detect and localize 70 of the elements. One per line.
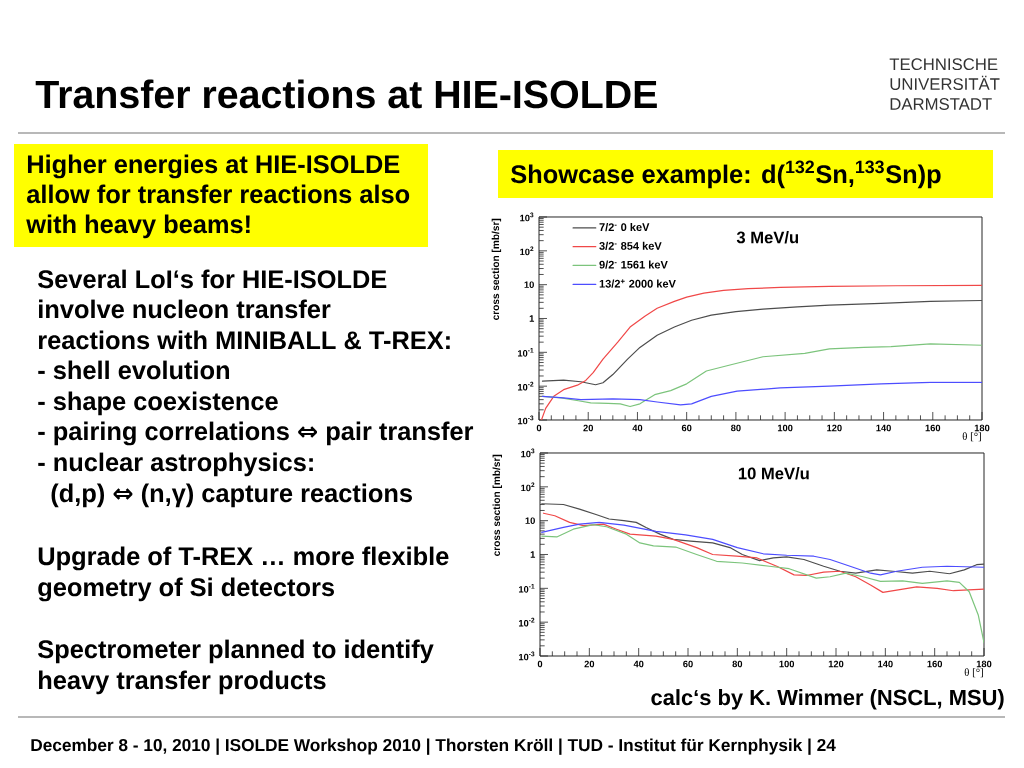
x-axis-title: θ [°] xyxy=(964,668,983,678)
x-tick-label: 180 xyxy=(976,660,992,668)
x-tick-label: 20 xyxy=(583,424,594,432)
y-tick-label: 10$^{3}$ xyxy=(521,448,535,458)
text: heavy transfer products xyxy=(39,670,326,695)
annotation: 10 MeV/u xyxy=(738,467,809,480)
annotation: 3 MeV/u xyxy=(736,231,799,244)
x-tick-label: 100 xyxy=(777,424,793,432)
x-tick-label: 60 xyxy=(681,424,692,432)
x-tick-label: 140 xyxy=(878,660,893,668)
text: - shell evolution xyxy=(38,360,230,380)
text: reactions with MINIBALL & T-REX: xyxy=(38,330,450,350)
x-tick-label: 160 xyxy=(927,660,943,668)
x-tick-label: 120 xyxy=(828,660,844,668)
x-tick-label: 40 xyxy=(633,660,644,668)
text: (d,p) ⇔ (n,γ) capture reactions xyxy=(51,483,412,508)
legend-label: 3/2$^{-}$ 854 keV xyxy=(599,241,662,250)
y-tick-label: 10$^{-2}$ xyxy=(518,617,535,627)
text: with heavy beams! xyxy=(26,214,250,239)
text: Transfer reactions at HIE-ISOLDE xyxy=(35,79,657,109)
text: - nuclear astrophysics: xyxy=(38,452,313,477)
y-tick-label: 10$^{-3}$ xyxy=(518,651,535,661)
y-tick-label: 10$^{-2}$ xyxy=(517,381,534,391)
y-tick-label: 10 xyxy=(525,517,535,524)
legend-label: 13/2$^{+}$ 2000 keV xyxy=(599,279,676,288)
text: - pairing correlations ⇔ pair transfer xyxy=(38,421,474,446)
text: December 8 - 10, 2010 | ISOLDE Workshop 2010 | Thorsten Kröll | TUD - Institut für Kernphysik | 24 xyxy=(31,738,836,755)
y-tick-label: 10$^{-1}$ xyxy=(517,348,534,357)
y-tick-label: 10$^{2}$ xyxy=(521,482,535,492)
x-tick-label: 20 xyxy=(584,660,595,668)
line-series xyxy=(541,503,985,575)
text: TECHNISCHE UNIVERSITÄT DARMSTADT xyxy=(889,58,1000,110)
line-series xyxy=(541,299,983,386)
legend-label: 7/2$^{-}$ 0 keV xyxy=(599,222,650,232)
y-axis-title: cross section [mb/sr] xyxy=(492,454,503,556)
line-series xyxy=(541,524,985,644)
text: Spectrometer planned to identify xyxy=(38,639,434,664)
y-tick-label: 10$^{-1}$ xyxy=(518,584,535,593)
text: calc‘s by K. Wimmer (NSCL, MSU) xyxy=(651,689,1004,710)
text: allow for transfer reactions also xyxy=(27,184,410,204)
y-tick-label: 10 xyxy=(524,281,534,288)
text: - shape coexistence xyxy=(38,391,278,416)
x-tick-label: 0 xyxy=(537,660,543,668)
text: Several LoI‘s for HIE-ISOLDE xyxy=(38,269,387,289)
y-tick-label: 10$^{-3}$ xyxy=(517,415,534,425)
x-tick-label: 0 xyxy=(536,424,542,432)
y-tick-label: 10$^{2}$ xyxy=(520,246,534,256)
chart-title: Showcase example: d($^{132}$Sn,$^{133}$Sn)p xyxy=(511,160,941,189)
x-tick-label: 140 xyxy=(876,424,891,432)
text: geometry of Si detectors xyxy=(38,577,334,602)
x-tick-label: 180 xyxy=(974,424,990,432)
y-axis-title: cross section [mb/sr] xyxy=(491,218,502,320)
text: Higher energies at HIE-ISOLDE xyxy=(27,154,400,179)
line-series xyxy=(541,521,985,576)
line-series xyxy=(542,512,985,593)
y-tick-label: 1 xyxy=(530,551,536,558)
y-tick-label: 1 xyxy=(529,315,535,322)
legend-label: 9/2$^{-}$ 1561 keV xyxy=(599,260,668,269)
line-series xyxy=(541,381,983,406)
text: Upgrade of T-REX … more flexible xyxy=(38,546,449,571)
x-tick-label: 160 xyxy=(925,424,941,432)
y-tick-label: 10$^{3}$ xyxy=(520,212,534,222)
x-axis-title: θ [°] xyxy=(962,432,981,442)
x-tick-label: 40 xyxy=(632,424,643,432)
x-tick-label: 100 xyxy=(779,660,795,668)
x-tick-label: 80 xyxy=(732,660,743,668)
x-tick-label: 60 xyxy=(683,660,693,668)
text: involve nucleon transfer xyxy=(39,299,331,319)
x-tick-label: 120 xyxy=(827,424,842,432)
x-tick-label: 80 xyxy=(731,424,741,432)
